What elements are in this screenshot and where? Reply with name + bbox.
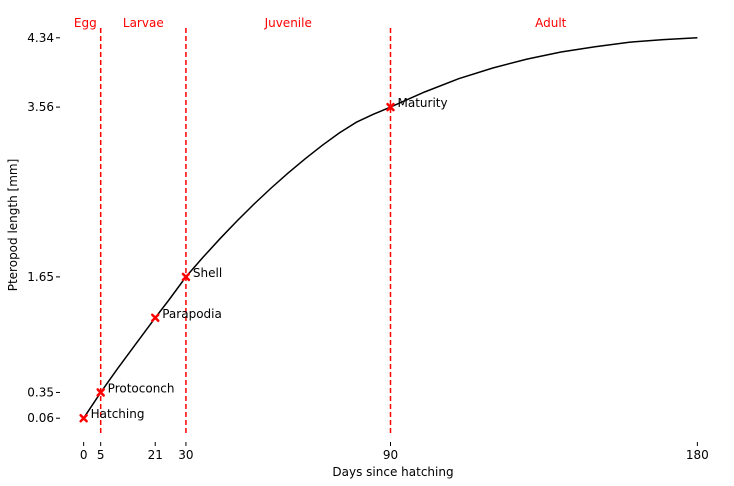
- y-tick-label-0.06: 0.06: [27, 411, 54, 425]
- x-tick-label-0: 0: [80, 448, 88, 462]
- milestone-marker-parapodia: [150, 313, 160, 323]
- milestone-markers: [79, 102, 395, 423]
- milestone-labels: Hatching Protoconch Parapodia Shell Maturity: [91, 96, 448, 421]
- milestone-label-shell: Shell: [193, 266, 222, 280]
- phase-label-juvenile: Juvenile: [264, 16, 312, 30]
- milestone-label-maturity: Maturity: [398, 96, 448, 110]
- x-tick-label-30: 30: [178, 448, 193, 462]
- phase-label-adult: Adult: [535, 16, 567, 30]
- milestone-marker-protoconch: [96, 388, 105, 397]
- milestone-marker-hatching: [79, 413, 88, 423]
- x-axis-title: Days since hatching: [332, 465, 453, 479]
- growth-curve-line-0: [82, 37, 698, 419]
- phase-labels: Egg Larvae Juvenile Adult: [74, 16, 567, 30]
- phase-label-egg: Egg: [74, 16, 97, 30]
- phase-label-larvae: Larvae: [123, 16, 164, 30]
- y-tick-label-1.65: 1.65: [27, 270, 54, 284]
- x-tick-label-90: 90: [383, 448, 398, 462]
- x-tick-label-21: 21: [148, 448, 163, 462]
- milestone-label-parapodia: Parapodia: [162, 307, 222, 321]
- growth-curve: [82, 37, 698, 419]
- y-tick-label-4.34: 4.34: [27, 31, 54, 45]
- y-axis-title: Pteropod length [mm]: [6, 159, 20, 292]
- y-axis: 0.06 0.35 1.65 3.56 4.34: [27, 31, 60, 425]
- y-tick-label-3.56: 3.56: [27, 100, 54, 114]
- milestone-marker-maturity: [386, 102, 395, 112]
- x-axis: 0 5 21 30 90 180: [80, 442, 709, 462]
- phase-boundaries: [99, 28, 392, 434]
- x-tick-label-5: 5: [97, 448, 105, 462]
- x-tick-label-180: 180: [686, 448, 709, 462]
- milestone-label-protoconch: Protoconch: [108, 381, 175, 395]
- milestone-label-hatching: Hatching: [91, 407, 145, 421]
- y-tick-label-0.35: 0.35: [27, 385, 54, 399]
- milestone-marker-shell: [181, 272, 191, 282]
